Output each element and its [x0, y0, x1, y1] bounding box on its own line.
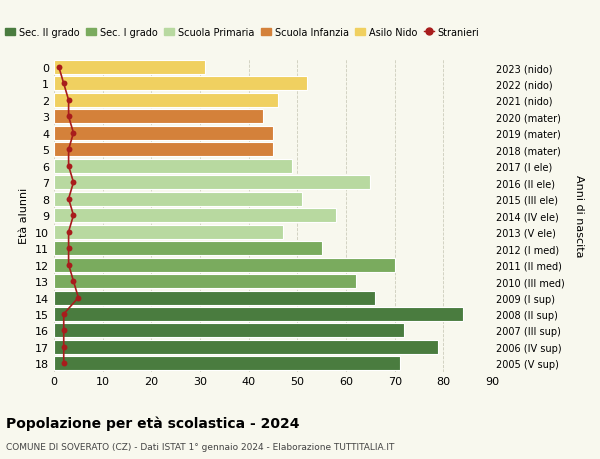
Bar [54, 308, 463, 321]
Point [64, 245, 73, 252]
Point [64, 261, 73, 269]
Bar [54, 61, 205, 75]
Point [59, 343, 68, 351]
Bar [54, 77, 307, 91]
Point [59, 81, 68, 88]
Point [64, 113, 73, 121]
Point [64, 146, 73, 154]
Bar [54, 340, 439, 354]
Point [64, 97, 73, 104]
Point [68, 212, 78, 219]
Bar [54, 258, 395, 272]
Point [54, 64, 64, 72]
Bar [54, 159, 292, 174]
Y-axis label: Anni di nascita: Anni di nascita [574, 174, 584, 257]
Point [68, 278, 78, 285]
Bar [54, 241, 322, 256]
Text: Popolazione per età scolastica - 2024: Popolazione per età scolastica - 2024 [6, 415, 299, 430]
Bar [54, 209, 336, 223]
Text: COMUNE DI SOVERATO (CZ) - Dati ISTAT 1° gennaio 2024 - Elaborazione TUTTITALIA.I: COMUNE DI SOVERATO (CZ) - Dati ISTAT 1° … [6, 442, 394, 451]
Bar [54, 143, 273, 157]
Bar [54, 324, 404, 338]
Y-axis label: Età alunni: Età alunni [19, 188, 29, 244]
Bar [54, 225, 283, 239]
Bar [54, 274, 356, 288]
Point [59, 327, 68, 335]
Bar [54, 110, 263, 124]
Point [64, 196, 73, 203]
Point [59, 360, 68, 367]
Legend: Sec. II grado, Sec. I grado, Scuola Primaria, Scuola Infanzia, Asilo Nido, Stran: Sec. II grado, Sec. I grado, Scuola Prim… [1, 24, 484, 42]
Point [74, 294, 83, 302]
Point [64, 229, 73, 236]
Bar [54, 176, 370, 190]
Bar [54, 291, 375, 305]
Point [64, 163, 73, 170]
Bar [54, 357, 400, 370]
Bar [54, 127, 273, 140]
Point [68, 130, 78, 137]
Bar [54, 94, 278, 108]
Point [68, 179, 78, 186]
Bar [54, 192, 302, 206]
Point [59, 311, 68, 318]
